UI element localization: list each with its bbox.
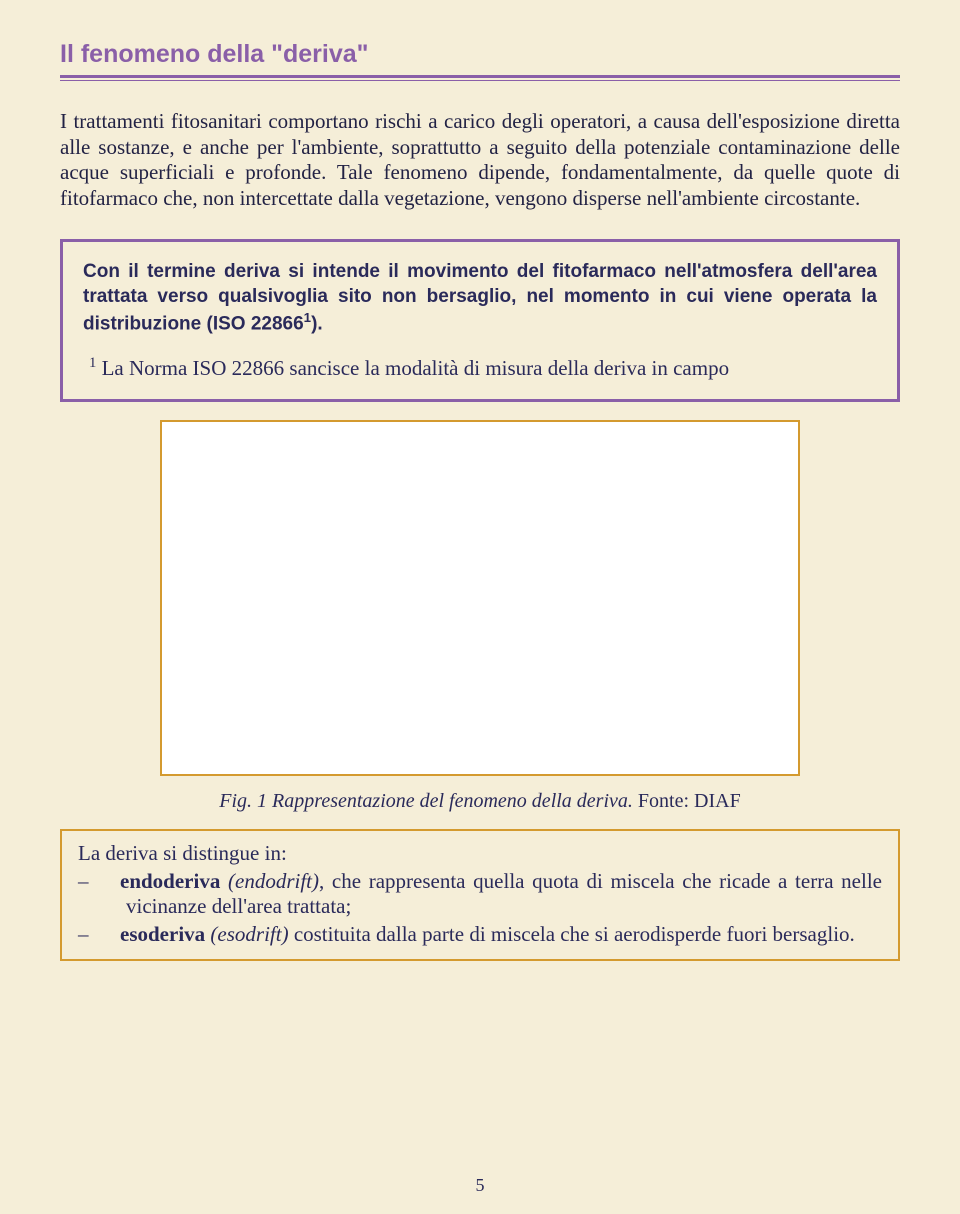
figure-caption: Fig. 1 Rappresentazione del fenomeno del…	[60, 790, 900, 813]
definition-sup: 1	[304, 310, 311, 325]
section-rule	[60, 75, 900, 81]
definition-box: Con il termine deriva si intende il movi…	[60, 239, 900, 401]
figure-caption-rest: Fonte: DIAF	[633, 790, 741, 812]
dash-icon: –	[102, 922, 120, 948]
section-header: Il fenomeno della "deriva"	[60, 30, 900, 81]
type-bold: endoderiva	[120, 869, 220, 893]
type-italic: (endodrift)	[228, 869, 319, 893]
type-item-esoderiva: –esoderiva (esodrift) costituita dalla p…	[78, 922, 882, 948]
type-rest: costituita dalla parte di miscela che si…	[289, 922, 855, 946]
type-item-endoderiva: –endoderiva (endodrift), che rappresenta…	[78, 869, 882, 920]
type-italic: (esodrift)	[210, 922, 288, 946]
intro-paragraph: I trattamenti fitosanitari comportano ri…	[60, 109, 900, 211]
footnote-text: La Norma ISO 22866 sancisce la modalità …	[102, 356, 729, 380]
figure-placeholder	[160, 420, 800, 776]
type-bold: esoderiva	[120, 922, 205, 946]
types-lead: La deriva si distingue in:	[78, 841, 882, 867]
definition-text: Con il termine deriva si intende il movi…	[83, 260, 877, 336]
definition-prefix: Con il termine deriva si intende il movi…	[83, 261, 877, 334]
dash-icon: –	[102, 869, 120, 895]
types-box: La deriva si distingue in: –endoderiva (…	[60, 829, 900, 961]
section-title: Il fenomeno della "deriva"	[60, 40, 900, 73]
definition-footnote: 1 La Norma ISO 22866 sancisce la modalit…	[83, 355, 877, 381]
document-page: Il fenomeno della "deriva" I trattamenti…	[0, 0, 960, 961]
figure-caption-italic: Fig. 1 Rappresentazione del fenomeno del…	[219, 790, 633, 812]
footnote-marker: 1	[89, 355, 96, 371]
page-number: 5	[0, 1175, 960, 1196]
definition-suffix: ).	[311, 313, 323, 334]
